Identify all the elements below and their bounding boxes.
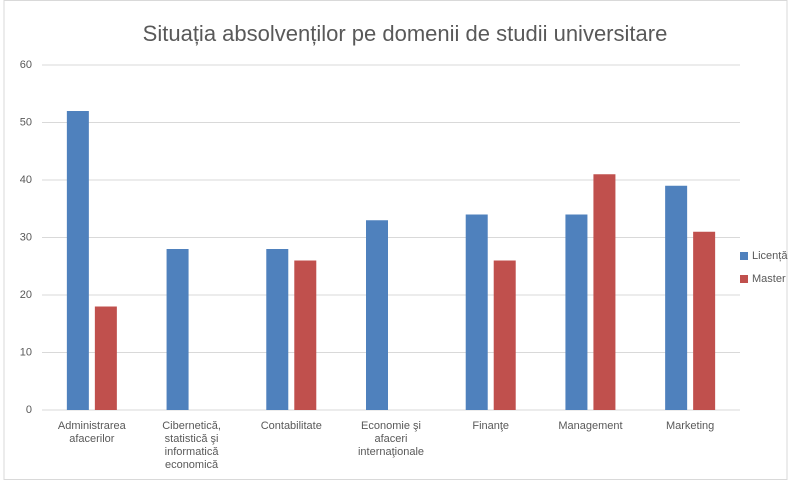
bar — [665, 185, 688, 410]
chart-frame — [3, 0, 788, 480]
y-tick-label: 40 — [20, 174, 32, 186]
x-tick-label: Finanţe — [472, 420, 510, 432]
bar — [693, 231, 716, 410]
x-tick-label: Cibernetică, statistică şi informatică e… — [162, 420, 221, 471]
x-tick-label: Management — [558, 420, 623, 432]
bar — [465, 214, 488, 410]
legend-swatch — [740, 252, 748, 260]
y-tick-label: 30 — [20, 231, 32, 243]
chart-title: Situația absolvenților pe domenii de stu… — [143, 21, 668, 46]
bar — [493, 260, 516, 410]
bar — [166, 249, 189, 410]
x-tick-label: Administrarea afacerilor — [57, 420, 126, 445]
bar — [366, 220, 388, 410]
bar — [593, 174, 616, 410]
legend-label: Licență — [752, 250, 788, 262]
bar — [294, 260, 317, 410]
x-tick-label: Economie şi afaceri internaţionale — [357, 420, 425, 458]
bar — [94, 306, 117, 410]
legend-swatch — [740, 275, 748, 283]
bar — [266, 249, 289, 410]
y-tick-label: 50 — [20, 116, 32, 128]
y-tick-label: 20 — [20, 289, 32, 301]
bar — [66, 111, 89, 410]
y-tick-label: 60 — [20, 59, 32, 71]
y-tick-label: 10 — [20, 346, 32, 358]
legend-label: Master — [752, 273, 786, 285]
x-tick-label: Contabilitate — [260, 420, 322, 432]
x-tick-label: Marketing — [665, 420, 715, 432]
bar — [565, 214, 588, 410]
y-tick-label: 0 — [26, 404, 32, 416]
